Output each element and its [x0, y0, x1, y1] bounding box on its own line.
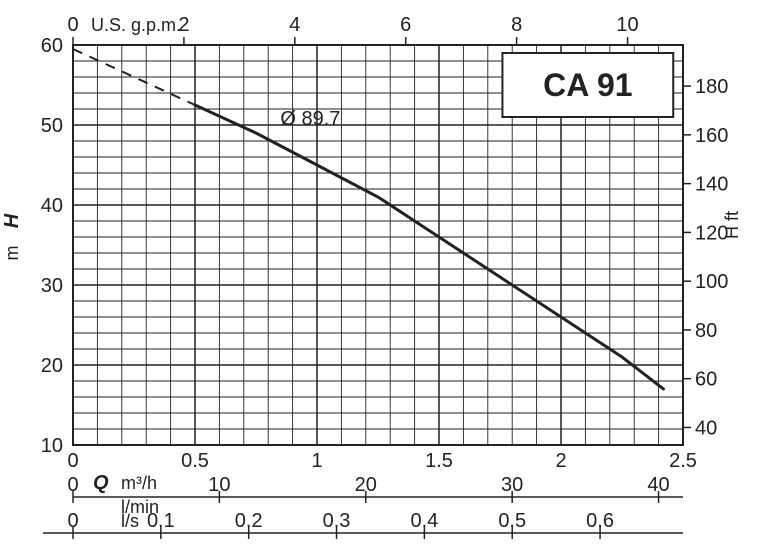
- y-right-tick-label: 60: [695, 369, 717, 391]
- chart-svg: 102030405060Hm406080100120140160180H ft0…: [0, 0, 778, 557]
- pump-curve-chart: 102030405060Hm406080100120140160180H ft0…: [0, 0, 778, 557]
- y-left-tick-label: 50: [41, 115, 63, 137]
- x-lmin-tick-label: 30: [501, 474, 523, 496]
- x-axis-unit-m3h: m³/h: [121, 473, 157, 493]
- y-right-tick-label: 40: [695, 417, 717, 439]
- x-axis-label: Q: [93, 472, 109, 494]
- x-ls-tick-label: 0.6: [586, 510, 614, 532]
- x-bottom-tick-label: 1.5: [425, 450, 453, 472]
- x-ls-tick-label: 0.4: [410, 510, 438, 532]
- y-right-tick-label: 80: [695, 320, 717, 342]
- x-top-tick-label: 10: [616, 14, 638, 36]
- x-top-tick-label: 8: [511, 14, 522, 36]
- y-left-axis-label: H: [1, 213, 23, 228]
- x-ls-tick-label: 0.1: [147, 510, 175, 532]
- x-lmin-tick-label: 10: [208, 474, 230, 496]
- x-ls-tick-label: 0.5: [498, 510, 526, 532]
- x-ls-tick-label: 0: [67, 510, 78, 532]
- y-right-tick-label: 140: [695, 174, 728, 196]
- y-left-tick-label: 10: [41, 435, 63, 457]
- x-lmin-tick-label: 20: [355, 474, 377, 496]
- x-bottom-tick-label: 2: [555, 450, 566, 472]
- x-top-tick-label: 6: [400, 14, 411, 36]
- y-left-tick-label: 20: [41, 355, 63, 377]
- y-right-tick-label: 180: [695, 76, 728, 98]
- y-left-tick-label: 40: [41, 195, 63, 217]
- chart-title: CA 91: [543, 67, 633, 103]
- y-left-axis-unit: m: [2, 246, 22, 261]
- x-ls-tick-label: 0.2: [235, 510, 263, 532]
- y-right-tick-label: 160: [695, 125, 728, 147]
- x-axis-unit-ls: l/s: [121, 511, 139, 531]
- y-left-tick-label: 60: [41, 35, 63, 57]
- x-lmin-tick-label: 40: [647, 474, 669, 496]
- x-bottom-tick-label: 0.5: [181, 450, 209, 472]
- y-right-axis-label: H ft: [722, 211, 742, 239]
- x-ls-tick-label: 0.3: [323, 510, 351, 532]
- y-left-tick-label: 30: [41, 275, 63, 297]
- x-top-tick-label: 4: [289, 14, 300, 36]
- y-right-tick-label: 100: [695, 271, 728, 293]
- x-bottom-tick-label: 1: [311, 450, 322, 472]
- x-bottom-tick-label: 0: [67, 450, 78, 472]
- pump-curve-solid: [195, 105, 663, 389]
- x-lmin-tick-label: 0: [67, 474, 78, 496]
- x-bottom-tick-label: 2.5: [669, 450, 697, 472]
- diameter-label: Ø 89.7: [280, 108, 340, 130]
- x-top-axis-unit: U.S. g.p.m.: [91, 15, 181, 35]
- x-top-tick-label: 0: [67, 14, 78, 36]
